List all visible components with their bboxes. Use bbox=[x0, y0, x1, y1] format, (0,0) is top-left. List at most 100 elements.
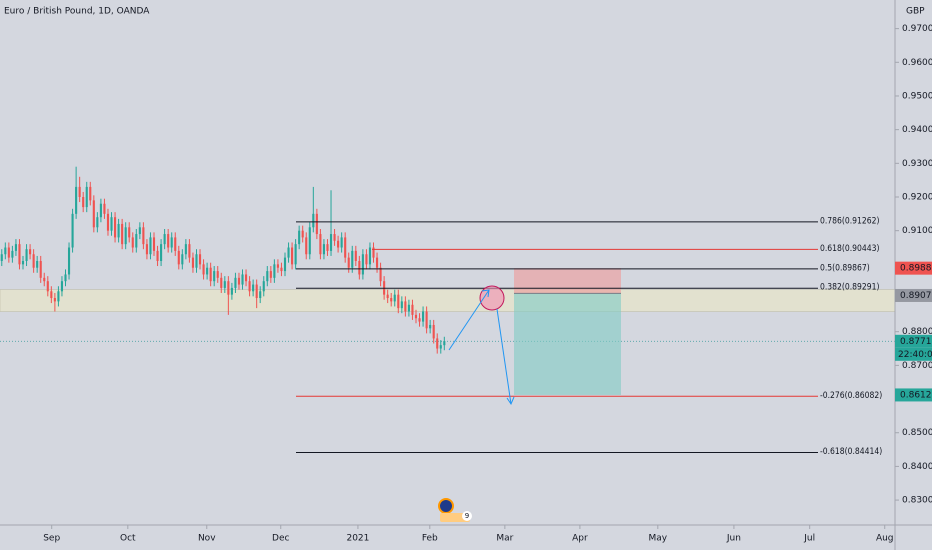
x-tick-label: Jul bbox=[803, 534, 815, 544]
candle-body bbox=[365, 254, 368, 265]
candle-body bbox=[273, 264, 276, 278]
support-zone bbox=[0, 289, 896, 312]
candle-body bbox=[379, 267, 382, 282]
candle-body bbox=[128, 227, 131, 238]
price-tag bbox=[895, 388, 932, 402]
price-tag-label: 0.89887 bbox=[900, 264, 932, 274]
fib-label: -0.276(0.86082) bbox=[820, 391, 882, 401]
candle-body bbox=[0, 254, 3, 261]
candle-body bbox=[220, 277, 223, 288]
candle-body bbox=[103, 203, 106, 214]
candle-body bbox=[340, 237, 343, 248]
candle-body bbox=[121, 223, 124, 245]
highlight-circle[interactable] bbox=[479, 285, 505, 311]
x-tick-label: Dec bbox=[272, 534, 289, 544]
candle-body bbox=[375, 257, 379, 268]
candle-body bbox=[78, 186, 81, 198]
candle-body bbox=[436, 338, 439, 349]
candle-body bbox=[287, 247, 290, 258]
x-tick-label: Oct bbox=[120, 534, 136, 544]
candle-body bbox=[195, 254, 198, 268]
arrow-head bbox=[481, 289, 490, 298]
event-count-bg bbox=[462, 511, 472, 521]
candle-body bbox=[29, 249, 32, 255]
candle-body bbox=[322, 244, 326, 255]
candle-body bbox=[206, 267, 209, 275]
candle-body bbox=[337, 240, 340, 248]
candle-body bbox=[237, 277, 241, 285]
candle-body bbox=[198, 254, 202, 265]
candle-body bbox=[280, 267, 283, 272]
candle-body bbox=[21, 260, 25, 265]
event-icon[interactable] bbox=[438, 498, 454, 514]
candle-body bbox=[177, 250, 180, 265]
candle-body bbox=[57, 291, 60, 302]
candle-body bbox=[386, 294, 389, 299]
candle-body bbox=[315, 213, 318, 235]
arrow-head bbox=[506, 396, 515, 406]
arrow-down bbox=[496, 308, 512, 405]
candle-body bbox=[11, 250, 14, 258]
candle-body bbox=[106, 213, 110, 231]
candle-body bbox=[160, 244, 163, 261]
fib-label: 0.5(0.89867) bbox=[820, 263, 870, 273]
candle-body bbox=[152, 237, 156, 251]
candle-body bbox=[269, 271, 272, 278]
candle-body bbox=[283, 257, 287, 272]
candle-body bbox=[312, 213, 315, 228]
candle-body bbox=[85, 186, 88, 208]
countdown-bg bbox=[895, 347, 932, 361]
candle-body bbox=[333, 234, 336, 241]
candle-body bbox=[361, 254, 364, 275]
candle-body bbox=[439, 345, 442, 349]
candle-body bbox=[92, 200, 95, 228]
candle-body bbox=[18, 244, 21, 265]
candle-body bbox=[142, 227, 145, 245]
candle-body bbox=[347, 257, 350, 268]
price-tag bbox=[895, 261, 932, 275]
x-tick-label: Sep bbox=[43, 534, 60, 544]
candle-body bbox=[46, 281, 49, 292]
arrows bbox=[448, 289, 515, 406]
candle-body bbox=[223, 281, 226, 288]
candle-layer bbox=[0, 166, 446, 354]
candle-body bbox=[432, 324, 435, 339]
candle-body bbox=[308, 227, 311, 255]
x-tick-label: Aug bbox=[876, 534, 894, 544]
candle-body bbox=[138, 227, 141, 235]
candle-body bbox=[99, 203, 102, 218]
x-tick-label: May bbox=[648, 534, 667, 544]
candle-body bbox=[368, 247, 372, 265]
fib-label: 0.618(0.90443) bbox=[820, 244, 879, 254]
candle-body bbox=[266, 271, 269, 282]
candle-body bbox=[294, 244, 297, 265]
candle-body bbox=[163, 234, 166, 245]
candle-body bbox=[422, 311, 425, 322]
candle-body bbox=[135, 234, 138, 248]
candle-body bbox=[184, 244, 187, 255]
candle-body bbox=[202, 264, 205, 275]
candle-body bbox=[39, 260, 42, 278]
candle-body bbox=[252, 284, 255, 292]
countdown: 22:40:04 bbox=[898, 350, 932, 360]
x-tick-label: Jun bbox=[726, 534, 741, 544]
candle-body bbox=[170, 237, 173, 248]
candle-body bbox=[326, 244, 329, 251]
candle-body bbox=[230, 287, 233, 295]
candle-body bbox=[124, 227, 127, 245]
candle-body bbox=[50, 291, 53, 299]
candle-body bbox=[244, 274, 248, 282]
price-tag-label: 0.89076 bbox=[900, 291, 932, 301]
event-count: 9 bbox=[465, 512, 469, 520]
candle-body bbox=[32, 254, 35, 268]
candle-body bbox=[53, 298, 56, 302]
chart-title: Euro / British Pound, 1D, OANDA bbox=[4, 7, 150, 17]
x-tick-label: Apr bbox=[572, 534, 588, 544]
